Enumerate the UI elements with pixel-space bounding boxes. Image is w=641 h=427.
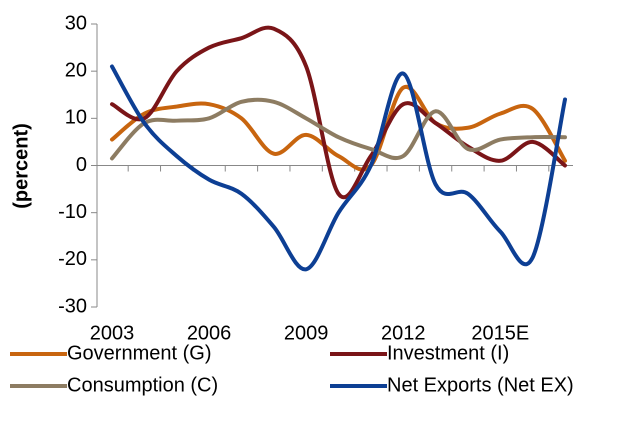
y-tick-label: 30 xyxy=(65,12,87,34)
y-tick-label: 10 xyxy=(65,107,87,129)
series-line xyxy=(110,84,567,172)
series-line xyxy=(110,97,567,161)
x-tick-label: 2003 xyxy=(90,322,135,344)
y-tick-label: -10 xyxy=(58,201,87,223)
x-tick-label: 2009 xyxy=(284,322,329,344)
x-tick-label: 2012 xyxy=(381,322,426,344)
y-tick-label: 0 xyxy=(76,154,87,176)
y-axis-label: (percent) xyxy=(10,123,32,209)
y-tick-label: -20 xyxy=(58,248,87,270)
y-tick-label: -30 xyxy=(58,295,87,317)
legend-label: Consumption (C) xyxy=(67,374,218,396)
y-tick-label: 20 xyxy=(65,59,87,81)
series-line xyxy=(110,64,567,272)
legend-label: Net Exports (Net EX) xyxy=(387,374,574,396)
x-tick-label: 2006 xyxy=(187,322,232,344)
legend-label: Investment (I) xyxy=(387,342,509,364)
series-line xyxy=(110,25,567,199)
legend-label: Government (G) xyxy=(67,342,211,364)
x-tick-label: 2015E xyxy=(471,322,529,344)
